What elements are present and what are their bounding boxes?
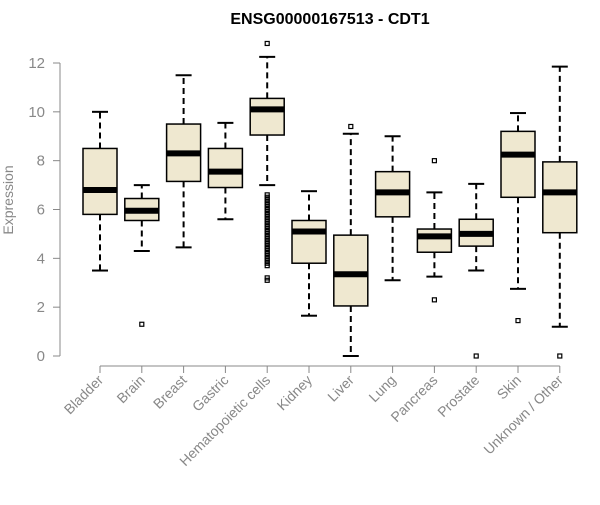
outlier-point	[431, 297, 437, 303]
outlier-point	[431, 158, 437, 164]
x-tick-label: Liver	[324, 372, 357, 405]
iqr-box	[333, 234, 369, 307]
iqr-box	[416, 228, 453, 253]
box-kidney	[291, 190, 327, 317]
box-pancreas	[416, 158, 453, 303]
outlier-point	[557, 353, 563, 359]
y-axis: 0 2 4 6 8 10 12	[28, 55, 61, 365]
x-tick-label: Lung	[365, 372, 398, 405]
box-brain	[124, 184, 160, 327]
y-tick-label: 2	[37, 299, 45, 316]
iqr-box	[500, 130, 536, 199]
x-tick-label: Brain	[113, 372, 147, 406]
boxes-layer	[82, 40, 578, 359]
x-tick-label: Skin	[494, 372, 525, 403]
box-lung	[374, 135, 411, 282]
y-tick-label: 10	[28, 104, 45, 121]
y-axis-label: Expression	[0, 165, 16, 234]
box-unknown-other	[542, 65, 578, 359]
x-tick-label: Kidney	[274, 372, 316, 414]
x-tick-label: Bladder	[61, 372, 107, 418]
outlier-point	[264, 40, 270, 47]
y-tick-label: 0	[37, 348, 45, 365]
outlier-point	[515, 317, 521, 324]
y-tick-label: 4	[37, 250, 45, 267]
iqr-box	[249, 97, 285, 136]
outlier-point	[264, 263, 270, 269]
x-tick-label: Breast	[150, 372, 190, 412]
outlier-point	[473, 353, 479, 359]
chart-title: ENSG00000167513 - CDT1	[230, 11, 429, 28]
outlier-point	[348, 123, 354, 130]
box-skin	[500, 112, 536, 324]
outlier-point	[139, 321, 145, 327]
box-prostate	[458, 182, 494, 359]
box-gastric	[207, 121, 244, 221]
outlier-point	[264, 277, 270, 283]
box-bladder	[82, 110, 118, 272]
y-tick-label: 6	[37, 202, 45, 219]
box-hematopoietic-cells	[249, 40, 285, 283]
y-tick-label: 8	[37, 153, 45, 170]
x-tick-label: Unknown / Other	[480, 372, 566, 458]
iqr-box	[207, 147, 244, 189]
iqr-box	[291, 219, 327, 264]
x-tick-label: Prostate	[434, 372, 482, 420]
box-liver	[333, 123, 369, 357]
iqr-box	[82, 147, 118, 216]
y-tick-label: 12	[28, 55, 45, 72]
box-breast	[165, 74, 202, 249]
iqr-box	[542, 161, 578, 234]
